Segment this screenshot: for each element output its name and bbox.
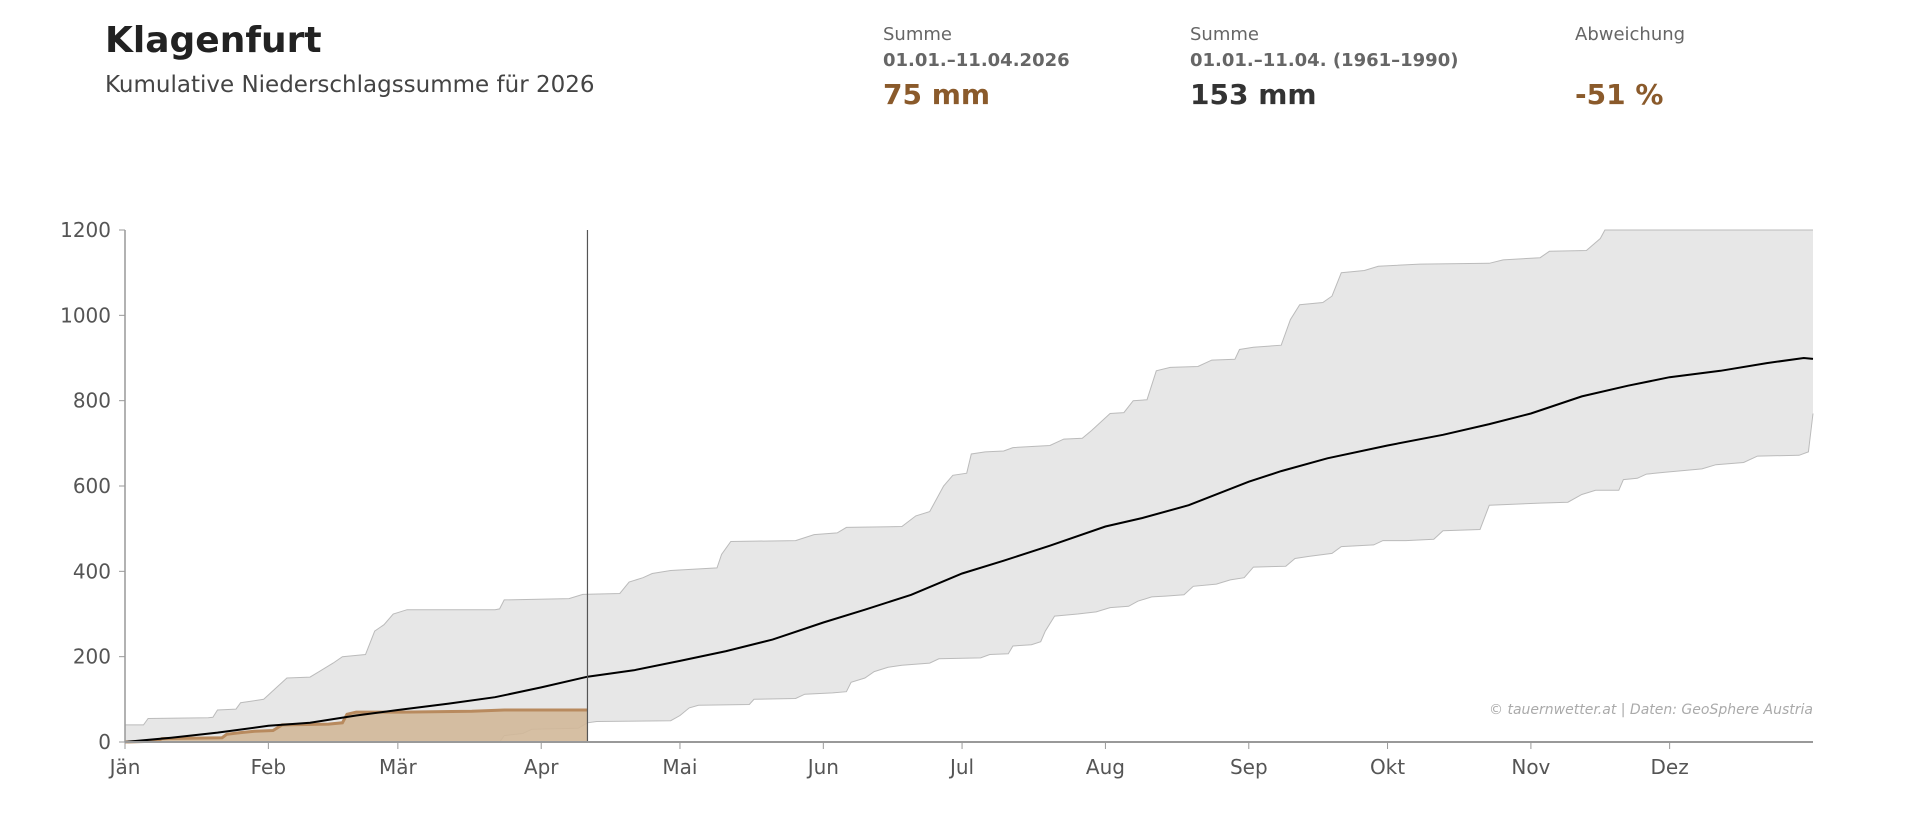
y-tick-label: 600 [73,474,111,498]
stat-deviation: Abweichung -51 % [1575,24,1685,111]
stat-value: -51 % [1575,78,1664,111]
stat-period: 01.01.–11.04.2026 [883,50,1070,71]
climate-range-band [125,230,1813,742]
y-tick-label: 1200 [60,218,111,242]
x-tick-label: Okt [1370,755,1405,779]
stat-current-sum: Summe 01.01.–11.04.2026 75 mm [883,24,1070,111]
stat-label: Abweichung [1575,24,1686,45]
x-tick-label: Dez [1651,755,1689,779]
stat-normal-sum: Summe 01.01.–11.04. (1961–1990) 153 mm [1190,24,1458,111]
stat-label: Summe [1190,24,1259,45]
y-tick-label: 0 [98,730,111,754]
stat-value: 75 mm [883,78,991,111]
max-line [125,229,1813,726]
x-tick-label: Apr [524,755,559,779]
page-subtitle: Kumulative Niederschlagssumme für 2026 [105,72,595,98]
stat-label: Summe [883,24,952,45]
x-tick-label: Jul [948,755,974,779]
x-tick-label: Sep [1230,755,1268,779]
credit-text: © tauernwetter.at | Daten: GeoSphere Aus… [1489,702,1813,718]
y-tick-label: 400 [73,559,111,583]
x-tick-label: Aug [1086,755,1125,779]
stat-period: 01.01.–11.04. (1961–1990) [1190,50,1459,71]
y-tick-label: 200 [73,645,111,669]
mean-line [124,356,1814,743]
x-tick-label: Nov [1511,755,1550,779]
y-tick-label: 800 [73,389,111,413]
x-tick-label: Jän [108,755,141,779]
x-tick-label: Mai [662,755,697,779]
y-tick-label: 1000 [60,303,111,327]
min-line [125,413,1814,743]
page-title: Klagenfurt [105,20,322,61]
x-tick-label: Feb [251,755,286,779]
x-tick-label: Mär [379,755,418,779]
stat-value: 153 mm [1190,78,1317,111]
x-tick-label: Jun [806,755,839,779]
